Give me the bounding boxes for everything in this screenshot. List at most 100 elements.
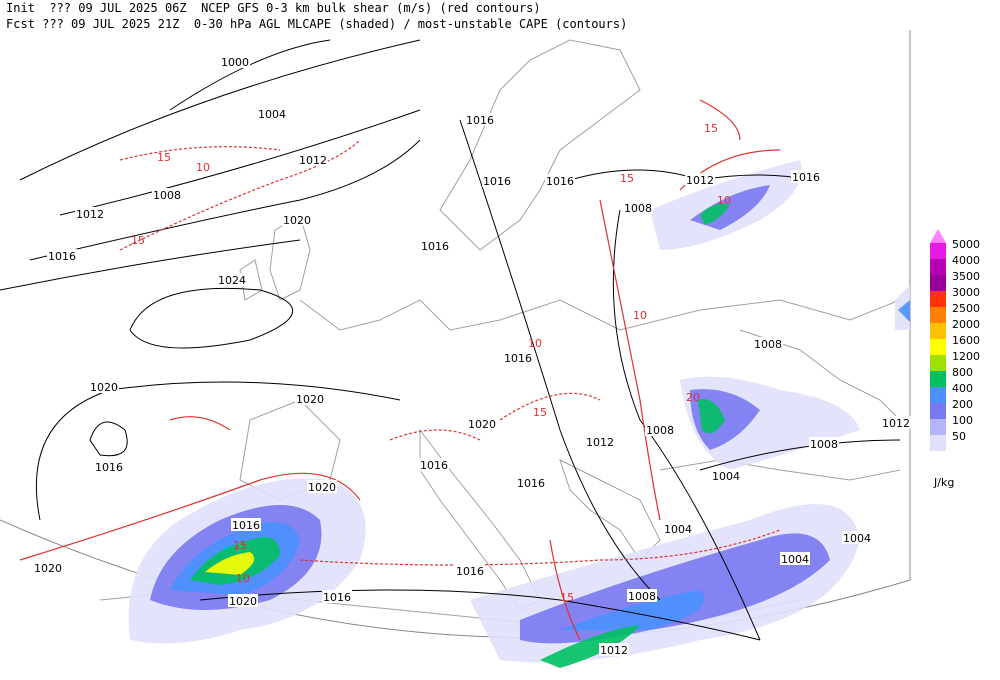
legend-swatch xyxy=(930,355,946,371)
legend-swatch xyxy=(930,435,946,451)
isobar-label: 1008 xyxy=(153,189,181,202)
legend-label: 4000 xyxy=(952,254,980,267)
label-bg xyxy=(791,170,821,183)
label-bg xyxy=(47,249,77,262)
legend-swatch xyxy=(930,291,946,307)
label-bg xyxy=(881,416,911,429)
isobar-label: 1020 xyxy=(34,562,62,575)
isobar-label: 1016 xyxy=(421,240,449,253)
isobar-label: 1004 xyxy=(258,108,286,121)
shear-label: 15 xyxy=(157,151,171,164)
label-bg xyxy=(94,460,124,473)
legend-label: 400 xyxy=(952,382,973,395)
isobar-label: 1016 xyxy=(232,519,260,532)
isobar-label: 1016 xyxy=(483,175,511,188)
label-bg xyxy=(257,107,287,120)
legend-swatch xyxy=(930,307,946,323)
label-bg xyxy=(809,437,839,450)
legend-label: 1200 xyxy=(952,350,980,363)
label-bg xyxy=(753,337,783,350)
shear-label: 10 xyxy=(633,309,647,322)
label-bg xyxy=(645,423,675,436)
isobar-label: 1020 xyxy=(90,381,118,394)
shear-label: 10 xyxy=(717,194,731,207)
label-bg xyxy=(419,458,449,471)
label-bg xyxy=(282,213,312,226)
shear-label: 15 xyxy=(131,234,145,247)
isobar-label: 1016 xyxy=(517,477,545,490)
label-bg xyxy=(298,153,328,166)
header-line-2: Fcst ??? 09 JUL 2025 21Z 0-30 hPa AGL ML… xyxy=(6,17,627,31)
header-line-1: Init ??? 09 JUL 2025 06Z NCEP GFS 0-3 km… xyxy=(6,1,541,15)
label-bg xyxy=(627,589,657,602)
isobar-label: 1000 xyxy=(221,56,249,69)
legend-swatch xyxy=(930,259,946,275)
isobar-label: 1008 xyxy=(754,338,782,351)
isobar-label: 1008 xyxy=(646,424,674,437)
label-bg xyxy=(307,480,337,493)
legend-unit: J/kg xyxy=(933,476,954,489)
shear-label: 15 xyxy=(704,122,718,135)
legend-swatch xyxy=(930,371,946,387)
legend-label: 800 xyxy=(952,366,973,379)
isobar-label: 1016 xyxy=(323,591,351,604)
isobar-label: 1016 xyxy=(95,461,123,474)
isobar-label: 1016 xyxy=(466,114,494,127)
label-bg xyxy=(33,561,63,574)
isobar-label: 1020 xyxy=(296,393,324,406)
label-bg xyxy=(842,531,872,544)
legend-label: 2500 xyxy=(952,302,980,315)
label-bg xyxy=(420,239,450,252)
label-bg xyxy=(685,173,715,186)
legend-swatch xyxy=(930,387,946,403)
legend-label: 3000 xyxy=(952,286,980,299)
shear-contours xyxy=(19,99,781,641)
label-bg xyxy=(503,351,533,364)
legend-label: 100 xyxy=(952,414,973,427)
isobar-label: 1020 xyxy=(283,214,311,227)
shear-label: 15 xyxy=(233,539,247,552)
shear-label: 10 xyxy=(196,161,210,174)
label-bg xyxy=(663,522,693,535)
label-bg xyxy=(780,552,810,565)
isobar-label: 1012 xyxy=(882,417,910,430)
label-bg xyxy=(516,476,546,489)
isobar-label: 1012 xyxy=(586,436,614,449)
label-bg xyxy=(711,469,741,482)
cape-area xyxy=(700,203,730,225)
legend-label: 200 xyxy=(952,398,973,411)
contour-labels: 1000100410121008101210161020102410161016… xyxy=(33,55,911,657)
label-bg xyxy=(295,392,325,405)
isobar-label: 1020 xyxy=(308,481,336,494)
legend-arrow xyxy=(930,229,946,243)
label-bg xyxy=(467,417,497,430)
label-bg xyxy=(482,174,512,187)
isobar-label: 1012 xyxy=(600,644,628,657)
legend-swatch xyxy=(930,243,946,259)
isobar-label: 1004 xyxy=(664,523,692,536)
isobar-label: 1008 xyxy=(628,590,656,603)
legend-swatch xyxy=(930,323,946,339)
isobar-label: 1004 xyxy=(712,470,740,483)
label-bg xyxy=(228,594,258,607)
shear-label: 15 xyxy=(560,591,574,604)
isobar-label: 1004 xyxy=(843,532,871,545)
isobar-label: 1016 xyxy=(48,250,76,263)
legend-swatch xyxy=(930,403,946,419)
shear-label: 20 xyxy=(686,391,700,404)
label-bg xyxy=(152,188,182,201)
label-bg xyxy=(585,435,615,448)
legend-label: 5000 xyxy=(952,238,980,251)
label-bg xyxy=(75,207,105,220)
isobar-label: 1016 xyxy=(420,459,448,472)
isobar-label: 1004 xyxy=(781,553,809,566)
legend-label: 1600 xyxy=(952,334,980,347)
legend-swatch xyxy=(930,275,946,291)
cape-area xyxy=(540,625,640,668)
cape-area xyxy=(698,399,725,434)
label-bg xyxy=(599,643,629,656)
legend-label: 3500 xyxy=(952,270,980,283)
label-bg xyxy=(623,201,653,214)
isobars xyxy=(0,39,901,641)
